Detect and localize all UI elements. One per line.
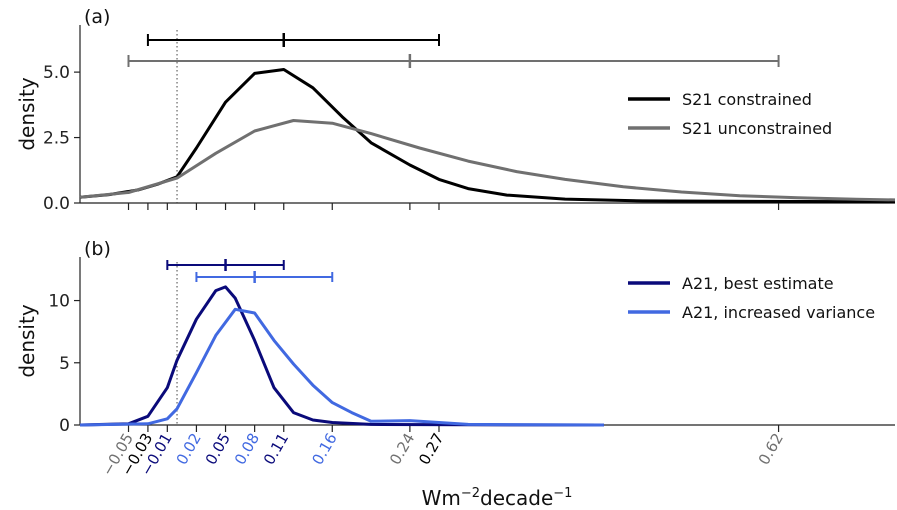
- shared-x-axis: −0.05−0.03−0.010.020.050.080.11 0.16 0.240…: [98, 430, 787, 510]
- y-axis-label: density: [15, 77, 39, 150]
- y-tick-label: 5.0: [43, 63, 70, 83]
- x-tick-label: 0.02: [173, 430, 205, 468]
- x-tick-label: 0.08: [231, 430, 263, 468]
- y-tick-label: 5: [59, 354, 70, 374]
- x-tick-label: 0.24: [386, 430, 418, 468]
- x-tick-label: 0.05: [202, 430, 234, 468]
- panel-label: (b): [84, 238, 111, 260]
- legend-label: A21, best estimate: [682, 274, 834, 293]
- x-tick-label: 0.16: [308, 430, 340, 468]
- series-line-a21-best-estimate: [80, 287, 604, 425]
- legend-label: A21, increased variance: [682, 303, 875, 322]
- panel-label: (a): [84, 6, 110, 28]
- x-tick-label: 0.62: [755, 430, 787, 468]
- legend-label: S21 constrained: [682, 90, 812, 109]
- x-axis-label: Wm−2decade−1: [422, 486, 573, 510]
- y-axis-label: density: [15, 304, 39, 377]
- series-line-a21-increased-variance: [80, 309, 604, 425]
- legend-label: S21 unconstrained: [682, 119, 832, 138]
- x-tick-label: 0.27: [415, 430, 447, 468]
- y-tick-label: 2.5: [43, 129, 70, 149]
- x-tick-label: 0.11: [260, 430, 292, 468]
- panel-b: 0 5 10 density (b) A21, best estimate A21, inc…: [15, 238, 895, 436]
- y-tick-label: 10: [48, 292, 70, 312]
- y-tick-label: 0: [59, 416, 70, 436]
- y-tick-label: 0.0: [43, 194, 70, 214]
